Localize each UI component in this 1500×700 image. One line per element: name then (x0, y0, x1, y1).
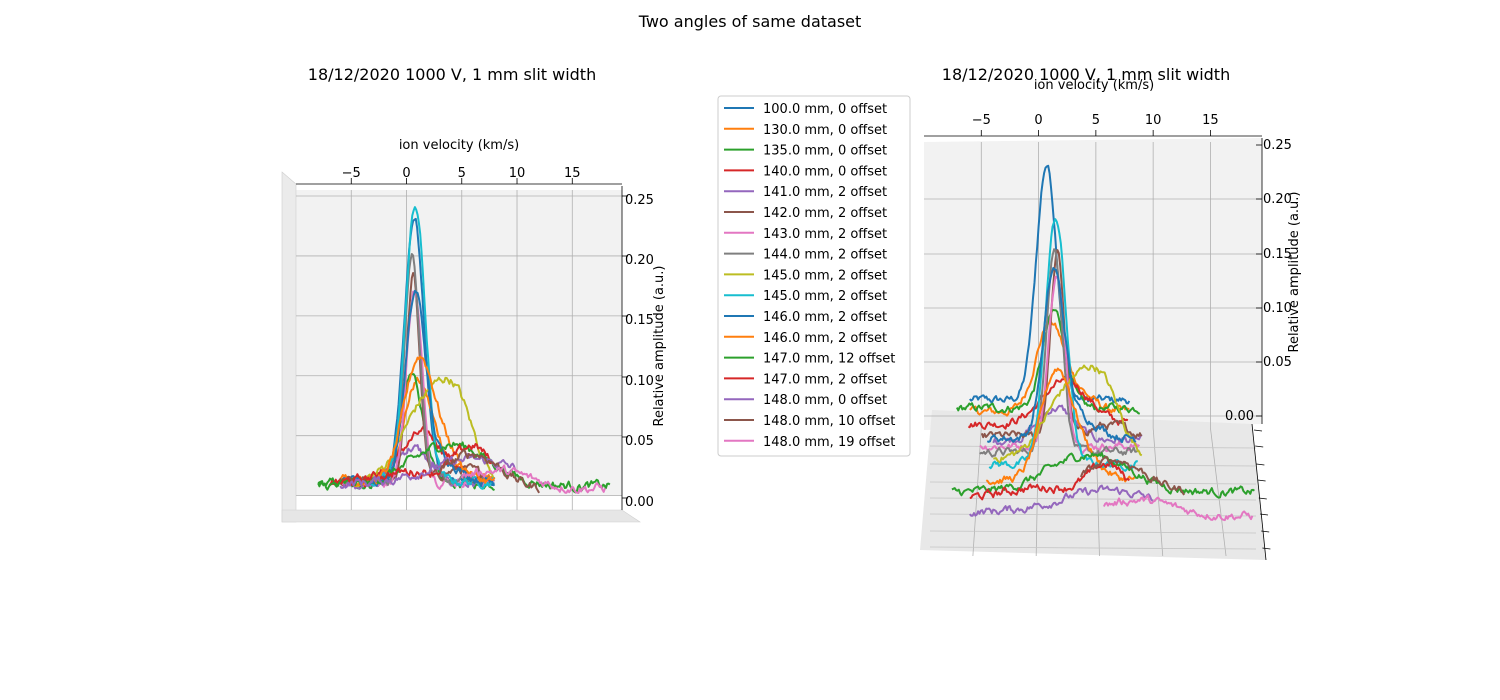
legend-entry-label: 142.0 mm, 2 offset (763, 206, 887, 221)
legend-entry-label: 145.0 mm, 2 offset (763, 289, 887, 304)
left-x-tick-label: −5 (342, 166, 361, 181)
right-x-ticks: −5 0 5 10 15 (972, 113, 1219, 136)
legend-entry-label: 130.0 mm, 0 offset (763, 123, 887, 138)
left-3d-axes: 18/12/2020 1000 V, 1 mm slit width −5 0 5 1… (282, 65, 667, 522)
right-depth-tick (1254, 430, 1262, 431)
right-x-tick-label: 10 (1145, 113, 1162, 128)
right-z-tick-label: 0.25 (1263, 138, 1292, 153)
left-z-tick-label: 0.15 (625, 313, 654, 328)
legend-entry-label: 148.0 mm, 19 offset (763, 435, 895, 450)
right-z-axis-label: Relative amplitude (a.u.) (1287, 192, 1302, 353)
left-z-tick-label: 0.10 (625, 374, 654, 389)
legend-entry-label: 145.0 mm, 2 offset (763, 268, 887, 283)
right-depth-tick (1258, 480, 1266, 481)
left-floor-pane (282, 510, 640, 522)
right-z-tick-label: 0.00 (1225, 409, 1254, 424)
right-z-tick-label: 0.05 (1263, 355, 1292, 370)
legend-entry-label: 147.0 mm, 2 offset (763, 372, 887, 387)
left-x-axis-label: ion velocity (km/s) (399, 138, 519, 153)
left-z-tick-label: 0.05 (625, 434, 654, 449)
left-x-ticks: −5 0 5 10 15 (342, 166, 581, 184)
right-x-tick-label: −5 (972, 113, 991, 128)
left-x-tick-label: 0 (402, 166, 410, 181)
right-depth-tick (1255, 446, 1263, 447)
legend-entry-label: 148.0 mm, 10 offset (763, 414, 895, 429)
right-floor-pane (920, 410, 1266, 560)
legend-entry-label: 146.0 mm, 2 offset (763, 331, 887, 346)
right-x-tick-label: 15 (1202, 113, 1219, 128)
left-side-pane (282, 172, 296, 522)
left-title: 18/12/2020 1000 V, 1 mm slit width (308, 65, 596, 84)
left-x-tick-label: 10 (509, 166, 526, 181)
legend-entry-label: 143.0 mm, 2 offset (763, 227, 887, 242)
left-z-ticks: 0.00 0.05 0.10 0.15 0.20 0.25 (622, 193, 654, 510)
left-z-tick-label: 0.20 (625, 253, 654, 268)
legend-entry-label: 148.0 mm, 0 offset (763, 393, 887, 408)
right-back-pane (924, 138, 1262, 430)
right-x-axis-label: ion velocity (km/s) (1034, 78, 1154, 93)
legend: 100.0 mm, 0 offset 130.0 mm, 0 offset 135.… (718, 96, 910, 456)
right-depth-tick (1256, 464, 1264, 465)
legend-entry-label: 100.0 mm, 0 offset (763, 102, 887, 117)
right-x-tick-label: 5 (1092, 113, 1100, 128)
legend-entry-label: 146.0 mm, 2 offset (763, 310, 887, 325)
left-back-pane (296, 190, 622, 496)
legend-entry-label: 144.0 mm, 2 offset (763, 248, 887, 263)
left-z-tick-label: 0.25 (625, 193, 654, 208)
right-x-tick-label: 0 (1034, 113, 1042, 128)
right-3d-axes: 18/12/2020 1000 V, 1 mm slit width −5 0 5 1… (920, 65, 1302, 560)
figure-suptitle: Two angles of same dataset (638, 12, 862, 31)
left-z-tick-label: 0.00 (625, 495, 654, 510)
left-z-axis-label: Relative amplitude (a.u.) (652, 266, 667, 427)
legend-entry-label: 140.0 mm, 0 offset (763, 164, 887, 179)
legend-entry-label: 141.0 mm, 2 offset (763, 185, 887, 200)
legend-entry-label: 147.0 mm, 12 offset (763, 352, 895, 367)
left-x-tick-label: 5 (458, 166, 466, 181)
legend-entry-label: 135.0 mm, 0 offset (763, 144, 887, 159)
left-x-tick-label: 15 (564, 166, 581, 181)
